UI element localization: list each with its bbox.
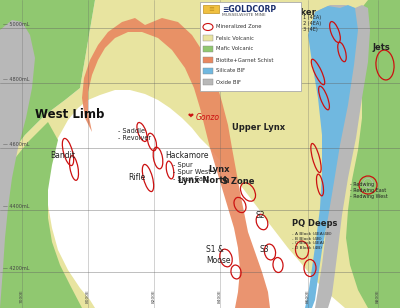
Bar	[203, 57, 213, 63]
Polygon shape	[82, 18, 270, 308]
Text: Mafic Volcanic: Mafic Volcanic	[216, 47, 253, 51]
Text: - Saddle
- Revolver: - Saddle - Revolver	[118, 128, 151, 141]
Text: Upper Lynx: Upper Lynx	[232, 124, 285, 132]
Bar	[203, 79, 213, 85]
Text: — 4800mL: — 4800mL	[3, 77, 30, 82]
Text: Mineralized Zone: Mineralized Zone	[216, 25, 262, 30]
Text: Oxide BIF: Oxide BIF	[216, 79, 241, 84]
Polygon shape	[0, 0, 95, 180]
Text: S1 &
Moose: S1 & Moose	[206, 245, 230, 265]
Bar	[203, 5, 219, 13]
Text: S2: S2	[255, 210, 264, 220]
Text: 8000E: 8000E	[86, 289, 90, 303]
Text: Felsic Volcanic: Felsic Volcanic	[216, 35, 254, 40]
Text: — 4200mL: — 4200mL	[3, 266, 30, 271]
Text: Bandit: Bandit	[50, 151, 75, 160]
Text: Silicate BIF: Silicate BIF	[216, 68, 245, 74]
Bar	[203, 46, 213, 52]
Text: West Limb: West Limb	[35, 108, 105, 121]
Bar	[203, 68, 213, 74]
Text: PQ Deeps: PQ Deeps	[292, 219, 337, 228]
Polygon shape	[305, 5, 358, 308]
Text: S3: S3	[260, 245, 270, 254]
Polygon shape	[0, 122, 82, 308]
Text: - Spur
- Spur West
- Spur East: - Spur - Spur West - Spur East	[173, 162, 211, 182]
Polygon shape	[0, 0, 35, 308]
Text: ≡GOLDCORP: ≡GOLDCORP	[222, 5, 276, 14]
Text: ❤: ❤	[188, 113, 194, 119]
Text: ≡: ≡	[208, 6, 214, 12]
FancyBboxPatch shape	[200, 2, 300, 91]
Text: 8200E: 8200E	[152, 289, 156, 303]
Text: Esker: Esker	[290, 8, 316, 17]
Text: 8800E: 8800E	[376, 289, 380, 303]
Text: 8600E: 8600E	[306, 289, 310, 303]
Text: — 5000mL: — 5000mL	[3, 22, 30, 27]
Text: Biotite+Garnet Schist: Biotite+Garnet Schist	[216, 58, 274, 63]
Text: - Isle 1 (4EA)
- Isle 2 (4EA)
- Isle 3 (4E): - Isle 1 (4EA) - Isle 2 (4EA) - Isle 3 (…	[290, 15, 321, 32]
Bar	[203, 35, 213, 41]
Text: - Redwing
- Redwing East
- Redwing West: - Redwing - Redwing East - Redwing West	[350, 182, 388, 199]
Text: 7000E: 7000E	[20, 289, 24, 303]
Text: S Zone: S Zone	[222, 177, 254, 187]
Text: Jets: Jets	[372, 43, 390, 52]
Text: — 4400mL: — 4400mL	[3, 204, 30, 209]
Text: - A Block (4EA/4B)
- B Block (4B)
- C Block (4EA)
- D Block (4B): - A Block (4EA/4B) - B Block (4B) - C Bl…	[292, 232, 332, 250]
Text: Hackamore: Hackamore	[165, 151, 208, 160]
Polygon shape	[310, 5, 370, 308]
Text: Gonzo: Gonzo	[196, 114, 220, 123]
Polygon shape	[346, 0, 400, 308]
Text: 8400E: 8400E	[218, 289, 222, 303]
Text: MUSSELWHITE MINE: MUSSELWHITE MINE	[222, 13, 266, 17]
Text: Rifle: Rifle	[128, 173, 145, 183]
Text: Lynx
Lynx North: Lynx Lynx North	[178, 165, 230, 185]
Text: — 4600mL: — 4600mL	[3, 142, 30, 147]
